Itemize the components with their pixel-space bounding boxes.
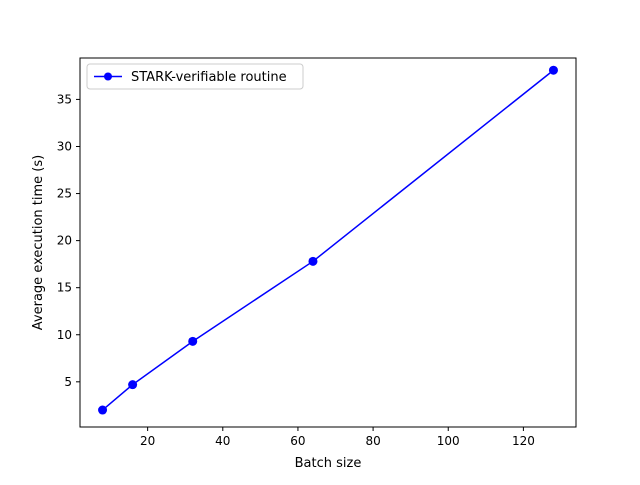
y-tick-label: 25 bbox=[57, 187, 72, 201]
legend: STARK-verifiable routine bbox=[86, 63, 304, 90]
x-axis-label: Batch size bbox=[295, 456, 362, 471]
x-tick-label: 120 bbox=[512, 434, 535, 448]
y-tick-label: 15 bbox=[57, 281, 72, 295]
data-point bbox=[308, 256, 318, 266]
y-tick-label: 35 bbox=[57, 92, 72, 106]
y-tick-label: 20 bbox=[57, 234, 72, 248]
plot-frame bbox=[79, 57, 577, 428]
y-tick-label: 30 bbox=[57, 139, 72, 153]
x-tick-label: 80 bbox=[365, 434, 380, 448]
data-point bbox=[548, 65, 558, 75]
data-point bbox=[188, 336, 198, 346]
x-tick-label: 60 bbox=[290, 434, 305, 448]
legend-entry-label: STARK-verifiable routine bbox=[131, 70, 287, 85]
x-tick-label: 20 bbox=[140, 434, 155, 448]
y-axis-label: Average execution time (s) bbox=[31, 155, 46, 330]
x-tick-label: 100 bbox=[437, 434, 460, 448]
data-point bbox=[128, 380, 138, 390]
y-tick-label: 10 bbox=[57, 328, 72, 342]
series-layer bbox=[98, 65, 558, 415]
legend-marker-sample bbox=[104, 72, 112, 81]
y-tick-label: 5 bbox=[64, 375, 72, 389]
ticks-layer: 20 40 60 80 100 120 5 10 15 20 25 30 35 bbox=[57, 92, 535, 448]
legend-box bbox=[86, 63, 304, 90]
x-tick-label: 40 bbox=[215, 434, 230, 448]
data-point bbox=[98, 405, 108, 415]
